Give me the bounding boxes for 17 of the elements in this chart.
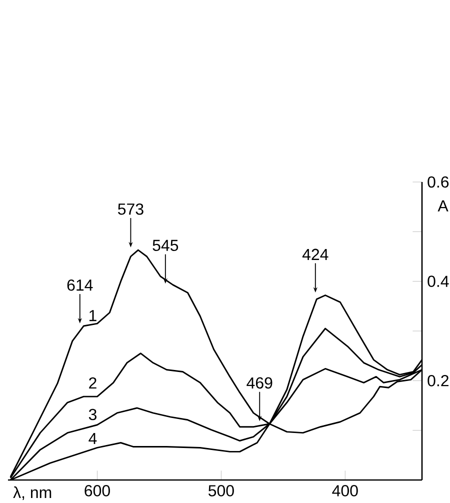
y-tick-label: 0.6	[428, 176, 449, 188]
y-tick-label: 0.2	[428, 375, 448, 386]
annotation: 614	[67, 279, 93, 291]
legend-label: 1	[89, 310, 96, 322]
annotation: 573	[118, 203, 144, 215]
series-label: 3	[88, 408, 96, 420]
x-axis-title: λ, nm	[13, 486, 52, 500]
series-label: 2	[89, 377, 96, 389]
x-tick-label: 500	[208, 485, 234, 496]
annotation: 545	[152, 240, 178, 252]
annotation: 424	[302, 248, 328, 260]
x-tick-label: 600	[84, 485, 110, 496]
x-tick-label: 400	[332, 485, 358, 496]
series-label: 4	[88, 433, 97, 444]
y-axis-title: A	[438, 200, 448, 212]
y-tick-label: 0.4	[428, 276, 449, 287]
annotation: 469	[246, 377, 272, 389]
